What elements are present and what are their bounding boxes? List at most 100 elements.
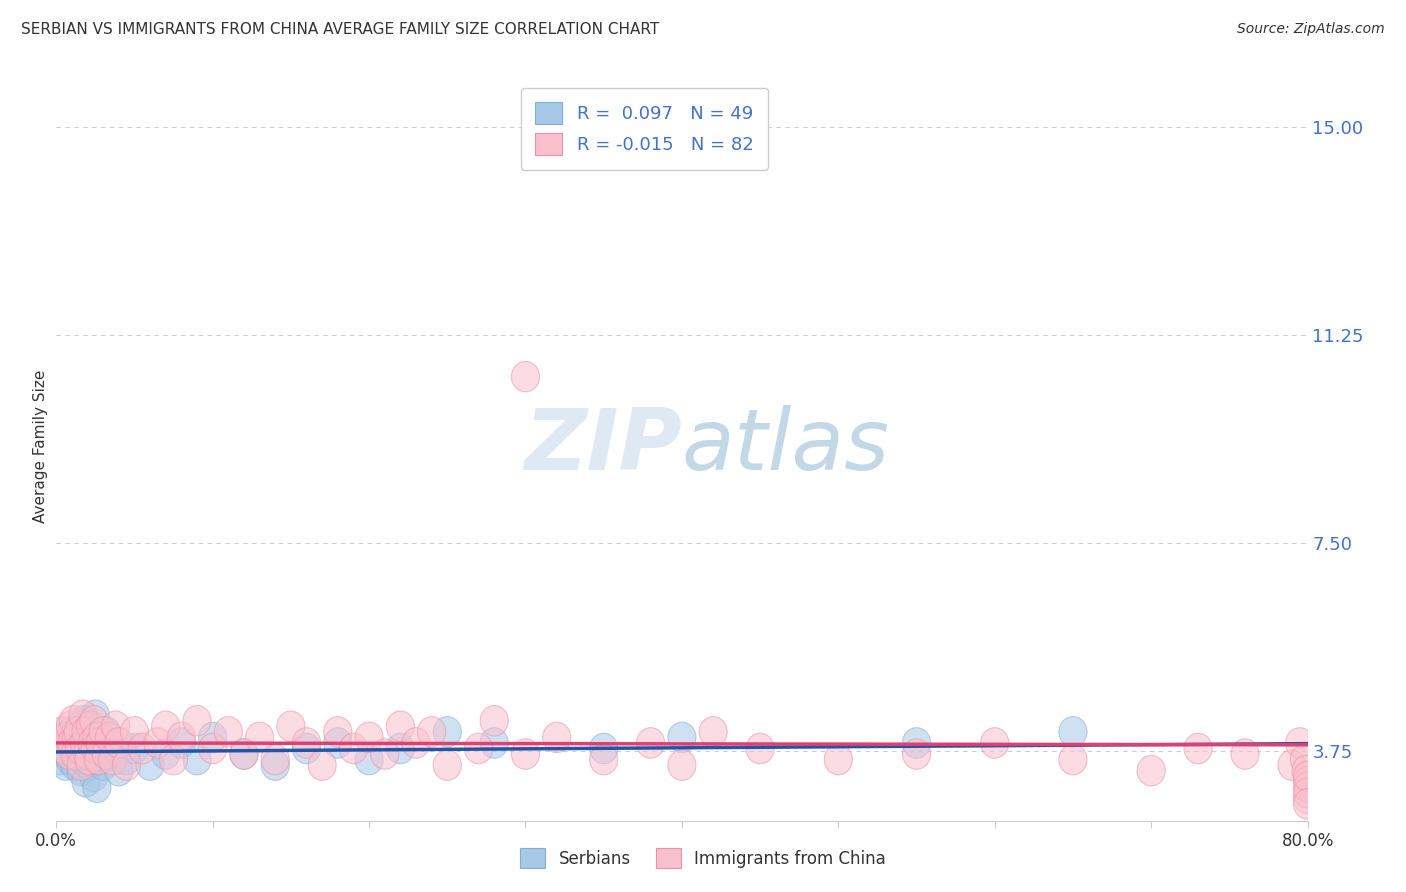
Ellipse shape bbox=[479, 706, 509, 736]
Ellipse shape bbox=[387, 733, 415, 764]
Ellipse shape bbox=[229, 739, 259, 769]
Ellipse shape bbox=[55, 739, 83, 769]
Ellipse shape bbox=[1137, 756, 1166, 786]
Ellipse shape bbox=[824, 744, 852, 775]
Ellipse shape bbox=[903, 739, 931, 769]
Ellipse shape bbox=[1278, 750, 1306, 780]
Ellipse shape bbox=[668, 750, 696, 780]
Ellipse shape bbox=[354, 744, 384, 775]
Ellipse shape bbox=[45, 744, 73, 775]
Ellipse shape bbox=[93, 716, 121, 747]
Ellipse shape bbox=[73, 739, 101, 769]
Ellipse shape bbox=[136, 750, 165, 780]
Ellipse shape bbox=[60, 739, 89, 769]
Ellipse shape bbox=[1292, 756, 1320, 786]
Ellipse shape bbox=[402, 728, 430, 758]
Ellipse shape bbox=[82, 700, 110, 731]
Ellipse shape bbox=[79, 739, 107, 769]
Ellipse shape bbox=[183, 744, 211, 775]
Ellipse shape bbox=[1285, 728, 1313, 758]
Ellipse shape bbox=[67, 750, 96, 780]
Ellipse shape bbox=[75, 750, 103, 780]
Ellipse shape bbox=[699, 716, 727, 747]
Ellipse shape bbox=[1294, 778, 1322, 808]
Text: SERBIAN VS IMMIGRANTS FROM CHINA AVERAGE FAMILY SIZE CORRELATION CHART: SERBIAN VS IMMIGRANTS FROM CHINA AVERAGE… bbox=[21, 22, 659, 37]
Ellipse shape bbox=[512, 739, 540, 769]
Ellipse shape bbox=[55, 728, 83, 758]
Ellipse shape bbox=[89, 750, 117, 780]
Ellipse shape bbox=[371, 739, 399, 769]
Ellipse shape bbox=[198, 723, 226, 753]
Ellipse shape bbox=[98, 744, 127, 775]
Ellipse shape bbox=[354, 723, 384, 753]
Ellipse shape bbox=[308, 750, 336, 780]
Ellipse shape bbox=[101, 711, 129, 741]
Ellipse shape bbox=[323, 716, 352, 747]
Ellipse shape bbox=[45, 728, 73, 758]
Ellipse shape bbox=[1294, 761, 1322, 791]
Y-axis label: Average Family Size: Average Family Size bbox=[32, 369, 48, 523]
Ellipse shape bbox=[80, 706, 108, 736]
Ellipse shape bbox=[67, 756, 96, 786]
Ellipse shape bbox=[183, 706, 211, 736]
Ellipse shape bbox=[70, 706, 98, 736]
Ellipse shape bbox=[1059, 744, 1087, 775]
Ellipse shape bbox=[84, 744, 112, 775]
Ellipse shape bbox=[1294, 766, 1322, 797]
Ellipse shape bbox=[433, 716, 461, 747]
Ellipse shape bbox=[339, 733, 367, 764]
Ellipse shape bbox=[83, 723, 111, 753]
Ellipse shape bbox=[112, 750, 141, 780]
Ellipse shape bbox=[56, 711, 84, 741]
Ellipse shape bbox=[292, 733, 321, 764]
Ellipse shape bbox=[292, 728, 321, 758]
Ellipse shape bbox=[52, 750, 80, 780]
Ellipse shape bbox=[53, 723, 82, 753]
Ellipse shape bbox=[82, 733, 110, 764]
Ellipse shape bbox=[143, 728, 172, 758]
Ellipse shape bbox=[56, 744, 84, 775]
Ellipse shape bbox=[66, 733, 94, 764]
Ellipse shape bbox=[89, 716, 117, 747]
Ellipse shape bbox=[58, 716, 86, 747]
Ellipse shape bbox=[418, 716, 446, 747]
Ellipse shape bbox=[747, 733, 775, 764]
Ellipse shape bbox=[980, 728, 1010, 758]
Ellipse shape bbox=[104, 728, 134, 758]
Ellipse shape bbox=[66, 711, 94, 741]
Ellipse shape bbox=[1291, 744, 1319, 775]
Text: atlas: atlas bbox=[682, 404, 890, 488]
Ellipse shape bbox=[48, 733, 76, 764]
Ellipse shape bbox=[152, 739, 180, 769]
Ellipse shape bbox=[543, 723, 571, 753]
Legend: Serbians, Immigrants from China: Serbians, Immigrants from China bbox=[512, 839, 894, 877]
Ellipse shape bbox=[479, 728, 509, 758]
Ellipse shape bbox=[69, 700, 97, 731]
Ellipse shape bbox=[53, 739, 82, 769]
Ellipse shape bbox=[65, 716, 93, 747]
Ellipse shape bbox=[60, 750, 89, 780]
Ellipse shape bbox=[1059, 716, 1087, 747]
Legend: R =  0.097   N = 49, R = -0.015   N = 82: R = 0.097 N = 49, R = -0.015 N = 82 bbox=[520, 88, 768, 169]
Ellipse shape bbox=[59, 706, 87, 736]
Ellipse shape bbox=[58, 728, 86, 758]
Ellipse shape bbox=[65, 728, 93, 758]
Ellipse shape bbox=[62, 739, 90, 769]
Ellipse shape bbox=[75, 744, 103, 775]
Ellipse shape bbox=[262, 750, 290, 780]
Ellipse shape bbox=[433, 750, 461, 780]
Ellipse shape bbox=[51, 723, 79, 753]
Ellipse shape bbox=[112, 744, 141, 775]
Ellipse shape bbox=[80, 761, 108, 791]
Ellipse shape bbox=[79, 728, 107, 758]
Ellipse shape bbox=[121, 733, 149, 764]
Ellipse shape bbox=[83, 772, 111, 803]
Ellipse shape bbox=[76, 711, 104, 741]
Ellipse shape bbox=[262, 744, 290, 775]
Ellipse shape bbox=[167, 728, 195, 758]
Ellipse shape bbox=[1184, 733, 1212, 764]
Ellipse shape bbox=[104, 756, 134, 786]
Ellipse shape bbox=[121, 716, 149, 747]
Ellipse shape bbox=[323, 728, 352, 758]
Ellipse shape bbox=[72, 766, 100, 797]
